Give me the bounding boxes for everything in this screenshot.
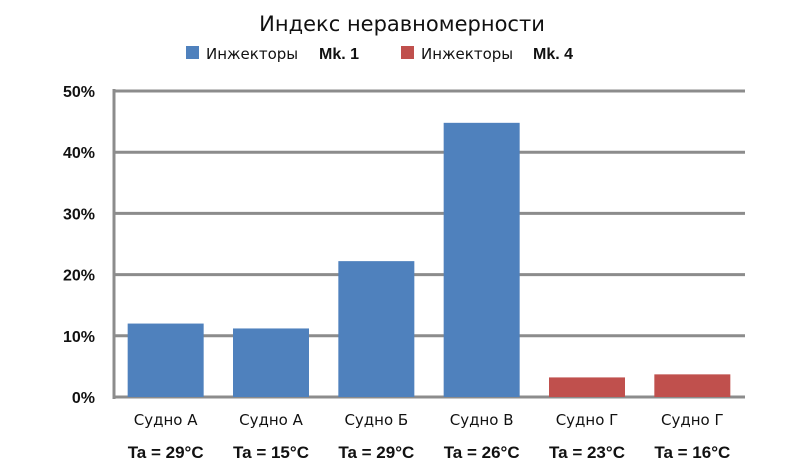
bar [127, 323, 204, 397]
x-category-label: Судно Г [661, 411, 724, 429]
legend-suffix-mk4: Mk. 4 [533, 46, 573, 63]
bars [127, 122, 731, 397]
x-temperature-label: Ta = 29°C [338, 443, 414, 462]
x-temperature-label: Ta = 29°C [128, 443, 204, 462]
y-tick-label: 0% [72, 390, 95, 407]
bar [443, 122, 520, 397]
legend-suffix-mk1: Mk. 1 [319, 46, 359, 63]
bar [338, 261, 415, 397]
legend-swatch-mk4 [401, 46, 414, 59]
y-tick-label: 40% [63, 145, 95, 162]
bar [654, 374, 731, 397]
bar [233, 328, 309, 397]
x-category-label: Судно Б [344, 411, 408, 429]
x-temperature-label: Ta = 15°C [233, 443, 309, 462]
x-axis-labels: Судно А Ta = 29°C Судно А Ta = 15°C Судно Б T… [128, 411, 731, 462]
y-axis-labels: 0% 10% 20% 30% 40% 50% [63, 84, 95, 407]
x-temperature-label: Ta = 23°C [549, 443, 625, 462]
x-temperature-label: Ta = 16°C [654, 443, 730, 462]
x-category-label: Судно А [239, 411, 303, 429]
x-category-label: Судно А [134, 411, 198, 429]
gridlines [112, 89, 745, 399]
y-tick-label: 10% [63, 329, 95, 346]
legend: Инжекторы Mk. 1 Инжекторы Mk. 4 [186, 45, 573, 63]
x-category-label: Судно В [450, 411, 514, 429]
legend-swatch-mk1 [186, 46, 199, 59]
x-category-label: Судно Г [556, 411, 619, 429]
y-tick-label: 30% [63, 206, 95, 223]
bar [549, 377, 625, 397]
chart-title: Индекс неравномерности [259, 12, 545, 36]
y-tick-label: 50% [63, 84, 95, 101]
y-tick-label: 20% [63, 268, 95, 285]
x-temperature-label: Ta = 26°C [444, 443, 520, 462]
legend-label-mk1: Инжекторы [206, 45, 298, 63]
legend-label-mk4: Инжекторы [421, 45, 513, 63]
